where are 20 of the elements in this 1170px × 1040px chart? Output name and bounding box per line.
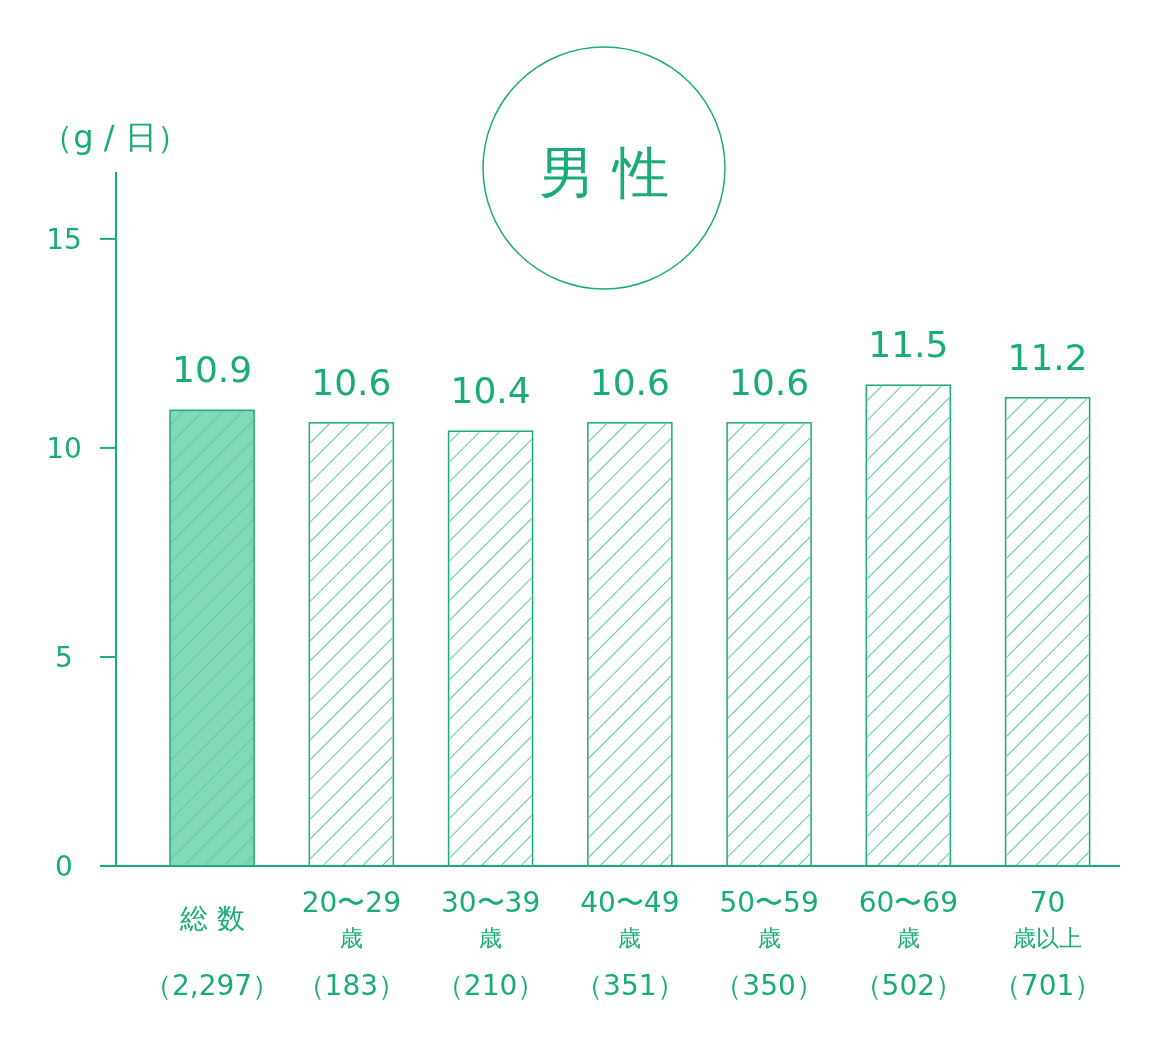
y-axis-title: （g / 日） bbox=[41, 118, 189, 156]
data-label: 10.6 bbox=[729, 361, 810, 403]
data-label: 10.6 bbox=[589, 361, 670, 403]
x-tick-label: 60〜69歳（502） bbox=[853, 886, 964, 1002]
x-tick-label: 20〜29歳（183） bbox=[296, 886, 407, 1002]
y-tick-label: 5 bbox=[55, 640, 73, 674]
y-tick-label: 0 bbox=[55, 850, 73, 883]
data-label: 10.4 bbox=[450, 370, 531, 412]
data-label: 11.5 bbox=[868, 324, 949, 366]
x-tick-label: 50〜59歳（350） bbox=[714, 886, 824, 1002]
x-tick-label: 30〜39歳（210） bbox=[435, 886, 546, 1002]
data-label: 11.2 bbox=[1007, 336, 1088, 378]
y-tick-label: 15 bbox=[46, 222, 82, 256]
x-tick-label: 70歳以上（701） bbox=[992, 886, 1103, 1002]
x-tick-label: 40〜49歳（351） bbox=[575, 886, 685, 1002]
chart-title: 男 性 bbox=[539, 140, 669, 205]
category-label: 総 数（2,297） bbox=[144, 902, 281, 1002]
y-tick-label: 10 bbox=[46, 431, 82, 465]
data-label: 10.6 bbox=[311, 361, 392, 403]
data-label: 10.9 bbox=[172, 349, 253, 391]
